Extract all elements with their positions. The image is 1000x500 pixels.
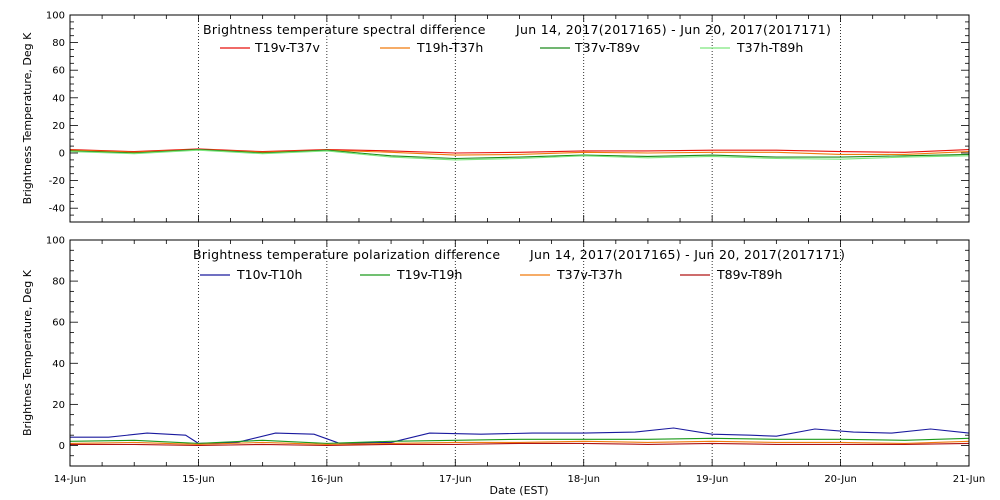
y-tick-label: 80 [52, 38, 65, 49]
legend-label: T37v-T89v [574, 40, 641, 55]
y-tick-label: 0 [59, 149, 65, 160]
x-tick-label: 19-Jun [696, 474, 729, 485]
y-axis-title: Brightness Temperature, Deg K [21, 32, 34, 204]
legend-label: T19v-T19h [396, 267, 462, 282]
y-tick-label: 40 [52, 359, 65, 370]
series-line-T37h-T89h [69, 149, 970, 161]
legend-label: T37h-T89h [736, 40, 803, 55]
y-tick-label: -20 [49, 176, 65, 187]
chart-date-range: Jun 14, 2017(2017165) - Jun 20, 2017(201… [529, 247, 845, 262]
y-tick-label: 20 [52, 121, 65, 132]
y-tick-label: 100 [46, 11, 65, 22]
polarization-difference-panel: 0 20 40 60 80 100 Brightness temperature polar… [21, 236, 985, 486]
legend-label: T89v-T89h [716, 267, 782, 282]
y-tick-label: 100 [46, 236, 65, 247]
x-tick-label: 18-Jun [567, 474, 600, 485]
y-tick-label: 60 [52, 318, 65, 329]
legend-label: T19v-T37v [254, 40, 321, 55]
series-line-T10v-T10h [70, 427, 970, 444]
series-line-T37v-T89v [69, 149, 970, 160]
series-line-T37v-T37h [69, 440, 970, 445]
spectral-difference-panel: -40 -20 0 20 40 60 80 100 Brightness temperature… [21, 11, 970, 223]
y-tick-label: -40 [49, 204, 65, 215]
y-tick-label: 80 [52, 277, 65, 288]
x-tick-label: 20-Jun [824, 474, 857, 485]
series-line-T89v-T89h [70, 442, 970, 447]
legend-label: T10v-T10h [236, 267, 302, 282]
y-axis-title: Brightnes Temperature, Deg K [21, 269, 34, 436]
y-tick-label: 40 [52, 93, 65, 104]
y-tick-label: 20 [52, 400, 65, 411]
x-tick-label: 21-Jun [953, 474, 986, 485]
x-tick-label: 14-Jun [54, 474, 87, 485]
chart-title: Brightness temperature spectral differen… [203, 22, 486, 37]
legend-label: T37v-T37h [556, 267, 622, 282]
plot-frame [69, 14, 970, 223]
series-line-T19v-T37v [69, 148, 970, 154]
legend-label: T19h-T37h [416, 40, 483, 55]
series-line-T19v-T19h [69, 437, 970, 444]
x-tick-label: 17-Jun [439, 474, 472, 485]
y-tick-label: 0 [59, 441, 65, 452]
chart-title: Brightness temperature polarization diff… [193, 247, 500, 262]
plot-frame [69, 239, 970, 467]
y-tick-label: 60 [52, 66, 65, 77]
chart-date-range: Jun 14, 2017(2017165) - Jun 20, 2017(201… [515, 22, 831, 37]
x-axis-title: Date (EST) [489, 484, 548, 497]
x-tick-label: 16-Jun [311, 474, 344, 485]
x-tick-label: 15-Jun [182, 474, 215, 485]
